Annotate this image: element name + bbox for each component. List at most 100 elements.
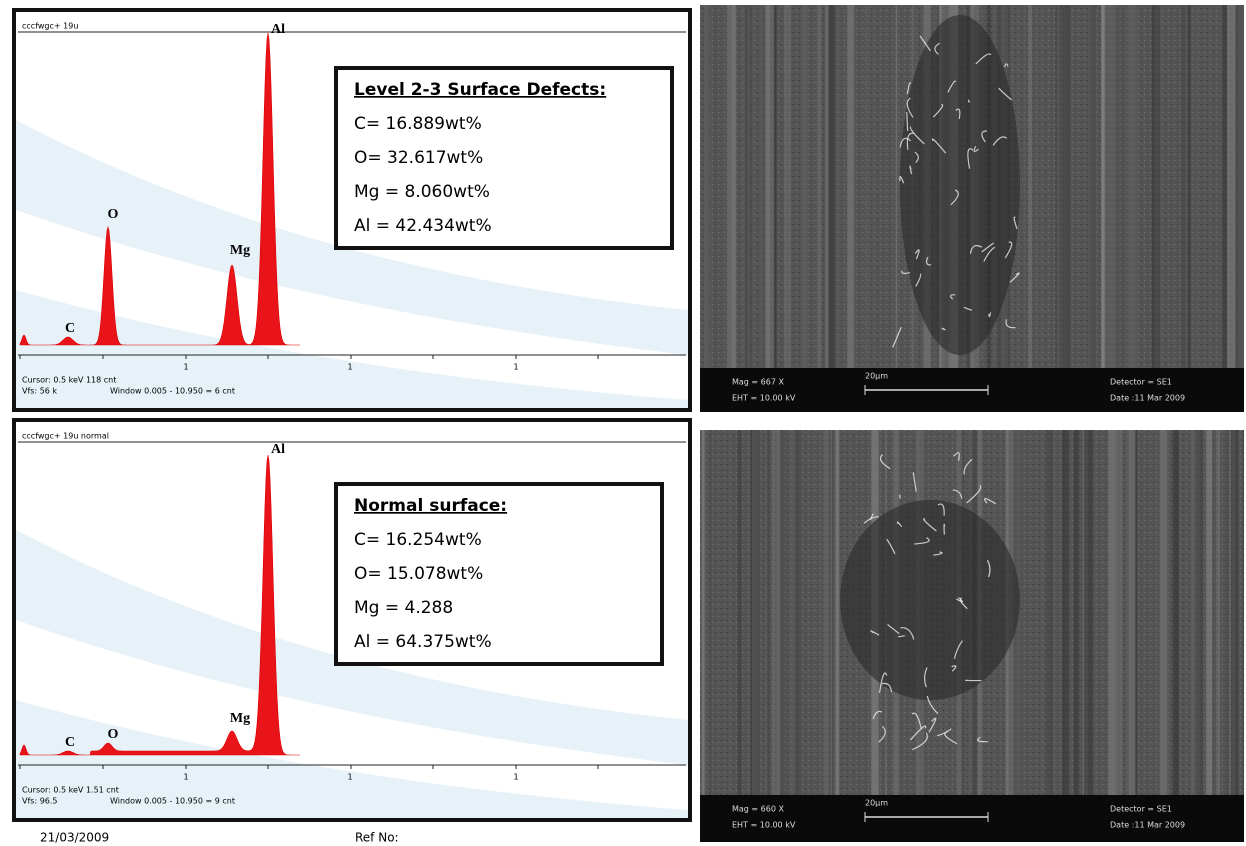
sem-stripe [865,5,866,368]
sem-stripe [767,430,769,795]
sem-stripe [825,5,828,368]
sem-stripe [1175,430,1178,795]
sem-stripe [1047,430,1053,795]
sem-stripe [1229,430,1231,795]
x-tick-label: 1 [347,773,352,782]
sem-stripe [1039,5,1041,368]
box-title: Normal surface: [354,496,507,516]
footer-date: 21/03/2009 [40,831,109,845]
sem-stripe [759,5,764,368]
box-line: Al = 64.375wt% [354,632,492,652]
sem-stripe [796,430,798,795]
sem-feature [900,495,901,499]
peak-label: Mg [230,711,250,726]
window-info: Window 0.005 - 10.950 = 6 cnt [110,387,235,396]
sem-stripe [1028,5,1032,368]
sem-stripe [1152,5,1160,368]
box-line: Al = 42.434wt% [354,216,492,236]
x-tick-label: 1 [183,363,188,372]
spectrum-header: cccfwgc+ 19u [22,22,78,31]
x-tick-label: 1 [513,363,518,372]
sem-stripe [1239,5,1244,368]
sem-stripe [1160,430,1167,795]
sem-stripe [774,5,776,368]
sem-stripe [829,5,836,368]
peak-label: O [108,727,119,742]
sem-stripe [710,430,712,795]
sem-stripe [765,5,773,368]
sem-stripe [737,430,741,795]
x-tick-label: 1 [513,773,518,782]
box-line: Mg = 4.288 [354,598,453,618]
sem-stripe [1193,5,1198,368]
sem-stripe [847,5,854,368]
peak-label: O [108,207,119,222]
sem-info-bar [700,795,1244,842]
sem-stripe [1115,430,1122,795]
sem-stripe [728,5,732,368]
sem-scale: 20µm [865,372,888,381]
box-title: Level 2-3 Surface Defects: [354,80,606,100]
sem-stripe [1243,430,1244,795]
sem-stripe [803,5,807,368]
sem-stripe [1102,5,1106,368]
sem-stripe [1222,5,1227,368]
sem-stripe [817,5,821,368]
peak-label: Al [271,442,285,457]
sem-stripe [1128,5,1136,368]
sem-defect [900,15,1020,355]
sem-scale: 20µm [865,799,888,808]
sem-stripe [823,430,829,795]
sem-stripe [1227,5,1235,368]
sem-date: Date :11 Mar 2009 [1110,821,1185,830]
x-tick-label: 1 [347,363,352,372]
box-line: O= 15.078wt% [354,564,483,584]
sem-stripe [1201,430,1203,795]
box-line: Mg = 8.060wt% [354,182,490,202]
sem-stripe [791,430,794,795]
peak-label: C [65,321,75,336]
sem-mag: Mag = 660 X [732,805,784,814]
sem-stripe [1127,430,1130,795]
sem-defect [840,500,1020,700]
peak-label: Al [271,22,285,37]
sem-stripe [1195,430,1200,795]
sem-stripe [773,430,781,795]
sem-stripe [1074,430,1080,795]
peak-label: C [65,735,75,750]
sem-stripe [1135,430,1137,795]
sem-stripe [705,5,712,368]
sem-stripe [1188,5,1191,368]
sem-stripe [1068,5,1070,368]
sem-stripe [836,430,839,795]
sem-stripe [1217,430,1218,795]
sem-feature [944,524,945,534]
box-line: O= 32.617wt% [354,148,483,168]
sem-stripe [1227,430,1235,795]
sem-mag: Mag = 667 X [732,378,784,387]
sem-stripe [1062,430,1069,795]
sem-stripe [753,430,760,795]
sem-stripe [1090,5,1096,368]
sem-stripe [896,5,898,368]
sem-stripe [832,430,834,795]
sem-eht: EHT = 10.00 kV [732,394,796,403]
sem-stripe [1084,430,1093,795]
sem-stripe [1055,5,1057,368]
sem-stripe [713,5,717,368]
sem-stripe [702,430,705,795]
sem-stripe [784,5,791,368]
sem-date: Date :11 Mar 2009 [1110,394,1185,403]
cursor-info: Cursor: 0.5 keV 118 cnt [22,376,116,385]
sem-detector: Detector = SE1 [1110,378,1172,387]
spectrum-header: cccfwgc+ 19u normal [22,432,109,441]
figure: 21/03/2009 Ref No: cccfwgc+ 19u 1 1 1 C O Mg Al… [0,0,1246,846]
box-line: C= 16.254wt% [354,530,482,550]
cursor-info: Cursor: 0.5 keV 1.51 cnt [22,786,119,795]
footer-ref: Ref No: [355,831,399,845]
sem-stripe [1108,5,1115,368]
sem-stripe [1059,5,1067,368]
x-tick-label: 1 [183,773,188,782]
sem-stripe [1235,430,1238,795]
sem-eht: EHT = 10.00 kV [732,821,796,830]
